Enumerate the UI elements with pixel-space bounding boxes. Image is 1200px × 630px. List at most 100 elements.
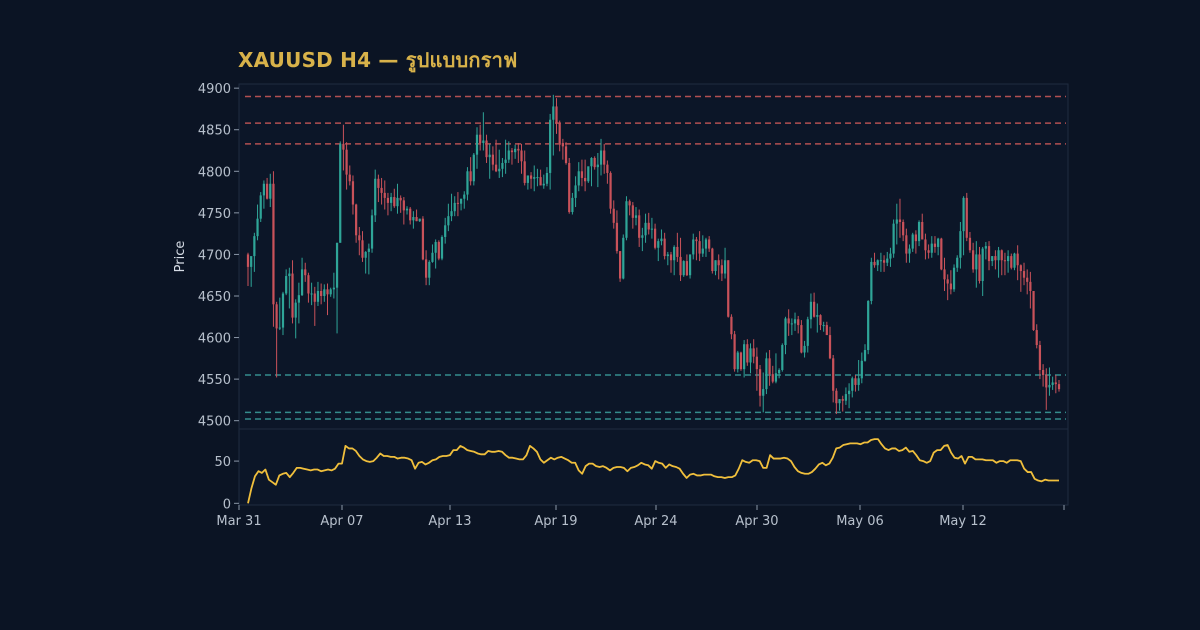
- candle-body: [409, 208, 412, 221]
- candle-body: [647, 222, 650, 230]
- candle-body: [364, 251, 367, 258]
- candle-body: [405, 208, 409, 211]
- candle-body: [294, 302, 297, 318]
- candle-body: [281, 293, 285, 328]
- candle-body: [882, 260, 886, 263]
- candle-body: [790, 323, 793, 325]
- candle-body: [335, 242, 339, 288]
- y-axis-label: Price: [173, 241, 188, 273]
- candle-body: [390, 197, 393, 203]
- candle-body: [300, 269, 304, 296]
- candle-body: [1013, 253, 1016, 268]
- candle-body: [978, 254, 981, 282]
- candle-body: [873, 261, 876, 266]
- y-tick-label: 4550: [198, 373, 231, 388]
- candle-body: [453, 202, 456, 212]
- candle-body: [857, 378, 860, 385]
- candle-body: [367, 248, 370, 252]
- candle-body: [1054, 382, 1057, 385]
- candle-body: [593, 157, 596, 168]
- candle-body: [494, 164, 498, 172]
- candle-body: [558, 123, 561, 144]
- candle-body: [339, 143, 342, 243]
- candle-body: [275, 304, 278, 329]
- candle-body: [514, 148, 517, 153]
- candle-body: [485, 140, 488, 158]
- candle-body: [577, 171, 580, 186]
- candle-body: [434, 241, 437, 253]
- candle-body: [669, 254, 673, 261]
- candle-body: [727, 260, 730, 317]
- candle-body: [313, 293, 316, 302]
- candle-body: [265, 183, 269, 199]
- price-panel: [238, 83, 1069, 430]
- candle-body: [676, 246, 679, 257]
- x-tick-label: May 12: [939, 514, 987, 529]
- candle-body: [246, 254, 250, 267]
- candle-body: [965, 197, 968, 238]
- candle-body: [968, 237, 972, 251]
- candle-body: [787, 318, 790, 324]
- candle-body: [370, 215, 374, 249]
- candle-body: [332, 287, 335, 290]
- candle-body: [644, 222, 647, 236]
- candle-body: [358, 235, 361, 241]
- candle-body: [634, 215, 638, 218]
- candle-body: [459, 198, 463, 204]
- candle-body: [307, 275, 310, 294]
- candle-body: [800, 325, 803, 353]
- candle-body: [415, 217, 418, 222]
- candle-body: [304, 269, 307, 276]
- candle-body: [889, 253, 892, 259]
- candle-body: [717, 260, 720, 266]
- candle-body: [793, 319, 797, 324]
- candle-body: [1003, 260, 1007, 262]
- chart-title: XAUUSD H4 — รูปแบบกราฟ: [238, 48, 518, 72]
- candle-body: [529, 175, 533, 179]
- candle-body: [297, 295, 300, 303]
- candle-body: [743, 344, 746, 370]
- candle-body: [638, 215, 641, 238]
- candle-body: [863, 350, 867, 361]
- candle-body: [584, 177, 587, 182]
- candle-body: [253, 236, 256, 257]
- candle-body: [262, 183, 266, 196]
- candle-body: [854, 378, 857, 385]
- candle-body: [523, 161, 526, 183]
- candle-body: [822, 325, 825, 327]
- candle-body: [504, 159, 507, 163]
- candle-body: [437, 241, 440, 259]
- candle-body: [412, 217, 415, 221]
- candle-body: [806, 319, 809, 346]
- candle-body: [320, 291, 323, 296]
- x-tick-label: Apr 07: [320, 514, 363, 529]
- candle-body: [704, 239, 708, 249]
- candle-body: [956, 257, 959, 268]
- candle-body: [908, 248, 911, 254]
- candle-body: [666, 254, 669, 257]
- candle-body: [688, 254, 692, 276]
- candle-body: [911, 234, 914, 249]
- candle-body: [940, 238, 943, 270]
- candle-body: [758, 369, 762, 396]
- candle-body: [590, 157, 593, 167]
- candle-body: [618, 251, 622, 279]
- candle-body: [564, 146, 568, 163]
- candle-body: [310, 293, 313, 295]
- candle-body: [917, 222, 921, 242]
- candle-body: [603, 150, 606, 165]
- candle-body: [342, 143, 345, 150]
- candle-body: [498, 168, 501, 172]
- candle-body: [580, 171, 584, 178]
- candle-body: [994, 256, 997, 261]
- candle-body: [428, 261, 431, 278]
- candle-body: [847, 390, 851, 395]
- x-tick-label: Apr 24: [634, 514, 677, 529]
- candle-body: [949, 283, 952, 290]
- candle-body: [440, 236, 444, 259]
- candle-body: [1007, 256, 1010, 262]
- candle-body: [345, 149, 348, 175]
- candle-body: [399, 197, 402, 201]
- candle-body: [526, 175, 529, 183]
- candle-body: [568, 162, 571, 213]
